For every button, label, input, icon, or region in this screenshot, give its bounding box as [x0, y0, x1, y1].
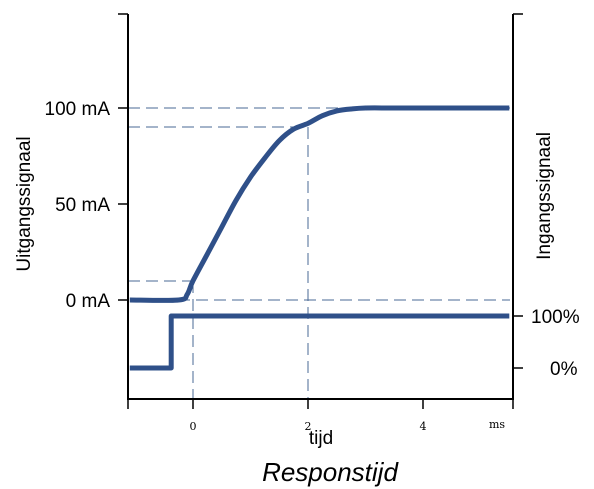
x-tick-label-0: 0 — [190, 420, 197, 433]
x-unit-label: ms — [489, 418, 505, 431]
right-ticks: 100% 0% — [513, 307, 580, 380]
axes — [118, 13, 523, 400]
left-axis-label: Uitgangssignaal — [14, 136, 35, 271]
left-tick-label-50: 50 mA — [55, 195, 110, 216]
reference-lines — [128, 107, 510, 400]
x-axis-label: tijd — [309, 428, 333, 449]
right-tick-label-100: 100% — [531, 307, 580, 328]
right-axis-label: Ingangssignaal — [534, 132, 555, 260]
x-tick-label-2: 2 — [305, 420, 312, 433]
output-signal-curve — [129, 105, 510, 303]
left-ticks: 100 mA 50 mA 0 mA — [45, 99, 128, 312]
right-tick-label-0: 0% — [550, 359, 578, 380]
left-tick-label-100: 100 mA — [45, 99, 111, 120]
input-signal-step — [129, 313, 510, 371]
diagram-title: Responstijd — [262, 457, 399, 487]
left-tick-label-0: 0 mA — [66, 291, 111, 312]
x-tick-label-4: 4 — [420, 420, 427, 433]
x-ticks: 0 2 4 ms — [127, 399, 514, 433]
